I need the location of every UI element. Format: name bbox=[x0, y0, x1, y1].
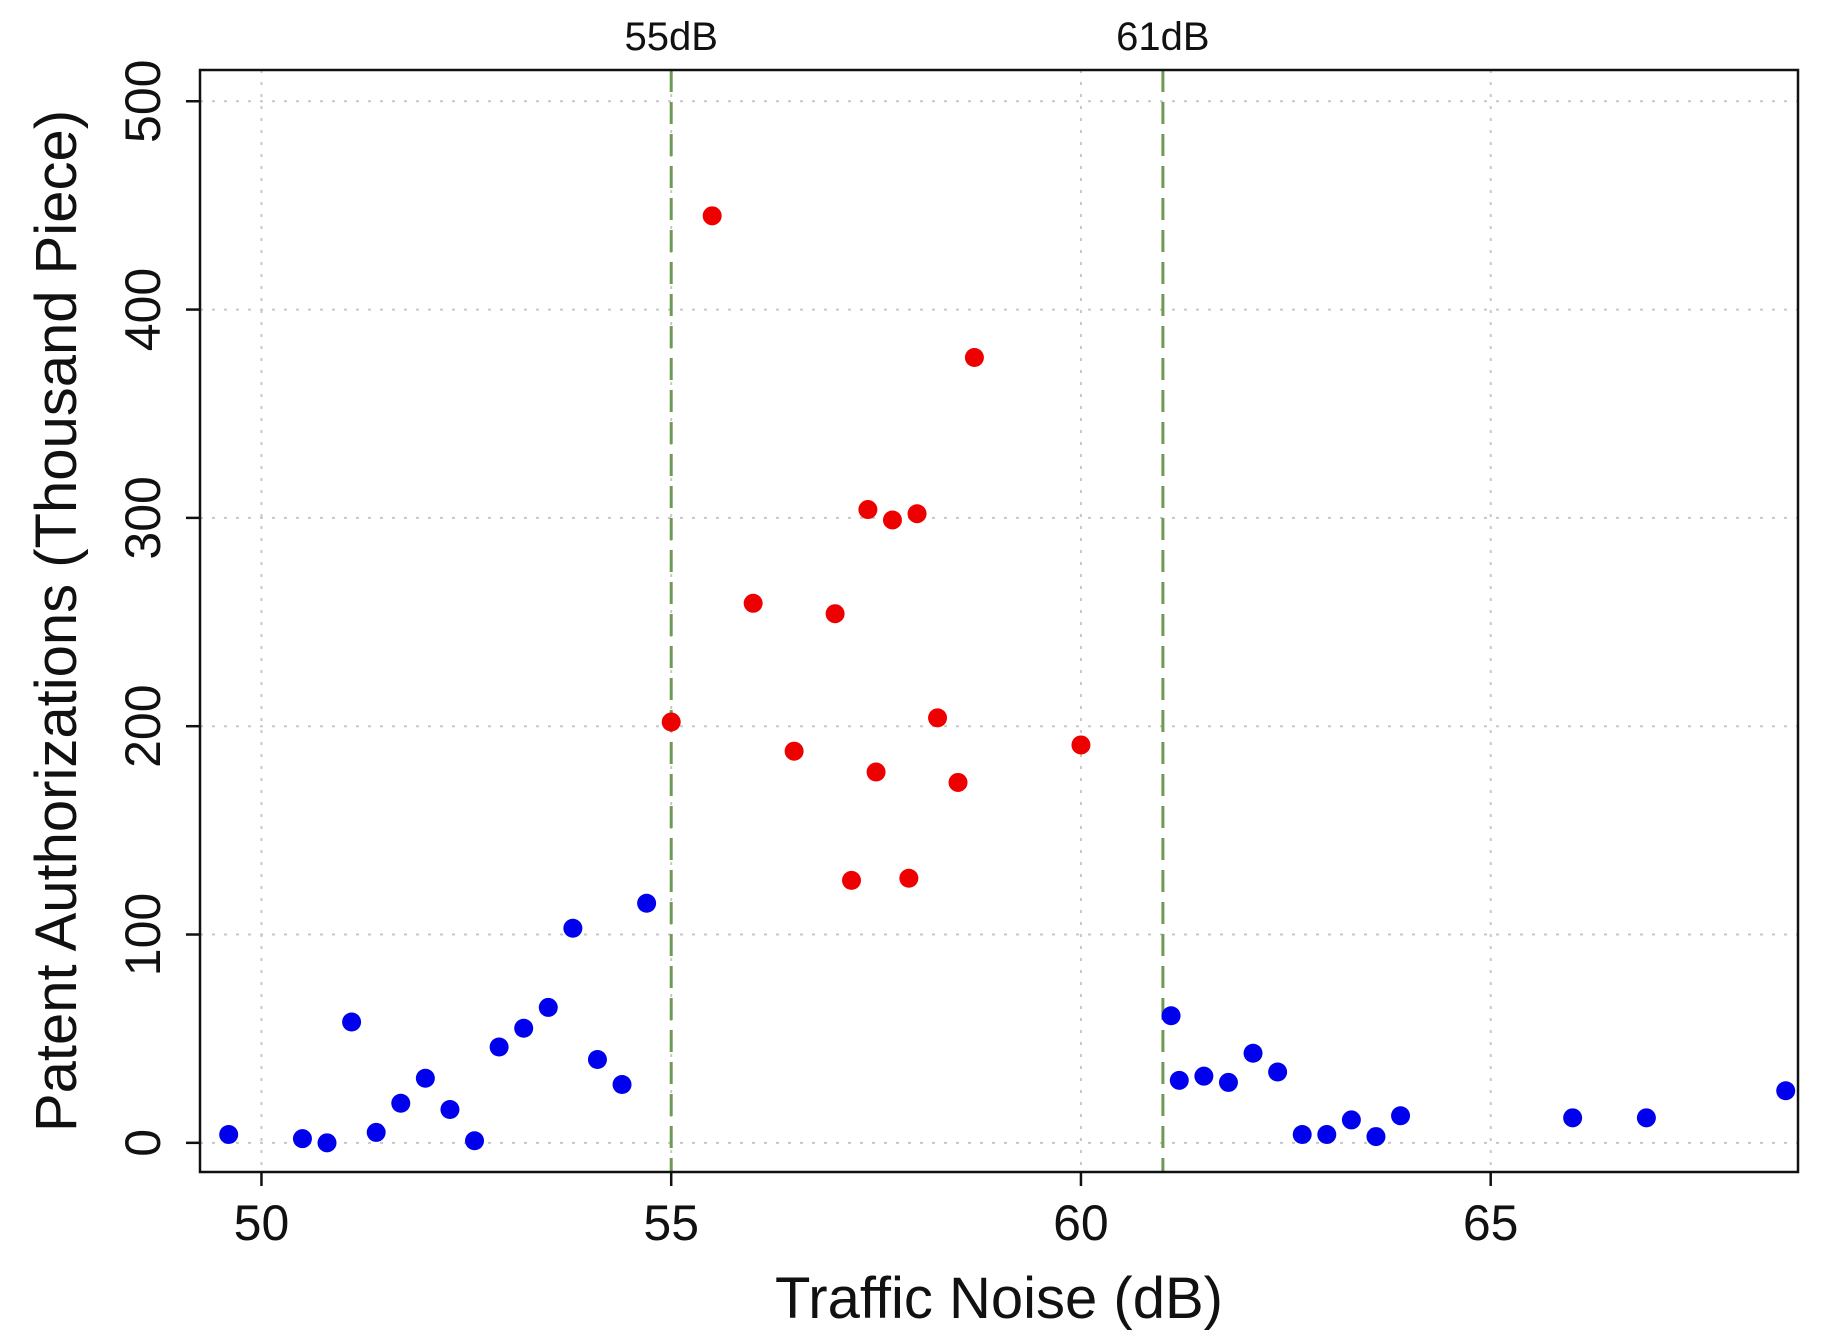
point-s0-11 bbox=[538, 997, 558, 1017]
axis-ticks: 50 55 60 65 0 100 200 300 400 500 bbox=[115, 60, 1519, 1251]
point-s2-2 bbox=[1194, 1066, 1214, 1086]
point-s1-12 bbox=[948, 772, 968, 792]
point-s1-9 bbox=[899, 868, 919, 888]
y-tick-label-100: 100 bbox=[115, 893, 171, 976]
y-tick-label-200: 200 bbox=[115, 684, 171, 767]
point-s2-9 bbox=[1366, 1127, 1386, 1147]
point-s1-8 bbox=[882, 510, 902, 530]
point-s2-7 bbox=[1317, 1125, 1337, 1145]
point-s1-13 bbox=[964, 347, 984, 367]
plot-frame bbox=[198, 68, 1800, 1174]
x-tick-label-50: 50 bbox=[234, 1195, 290, 1251]
x-tick-label-65: 65 bbox=[1463, 1195, 1519, 1251]
point-s1-2 bbox=[743, 593, 763, 613]
point-s0-10 bbox=[514, 1018, 534, 1038]
point-s2-10 bbox=[1391, 1106, 1411, 1126]
point-s2-11 bbox=[1563, 1108, 1583, 1128]
point-s0-9 bbox=[489, 1037, 509, 1057]
point-s2-0 bbox=[1161, 1006, 1181, 1026]
point-s2-3 bbox=[1218, 1072, 1238, 1092]
reference-label-55dB: 55dB bbox=[624, 15, 717, 59]
y-tick-label-500: 500 bbox=[115, 60, 171, 143]
point-s0-3 bbox=[342, 1012, 362, 1032]
point-s2-4 bbox=[1243, 1043, 1263, 1063]
point-s0-7 bbox=[440, 1100, 460, 1120]
point-s1-3 bbox=[784, 741, 804, 761]
point-s0-0 bbox=[219, 1125, 239, 1145]
point-s1-11 bbox=[928, 708, 948, 728]
x-axis-title: Traffic Noise (dB) bbox=[775, 1266, 1223, 1331]
point-s2-1 bbox=[1169, 1070, 1189, 1090]
point-s2-8 bbox=[1341, 1110, 1361, 1130]
point-s2-13 bbox=[1776, 1081, 1796, 1101]
y-tick-label-400: 400 bbox=[115, 268, 171, 351]
reference-lines: 55dB 61dB bbox=[624, 15, 1210, 1172]
point-s2-6 bbox=[1292, 1125, 1312, 1145]
y-tick-label-0: 0 bbox=[115, 1129, 171, 1157]
point-s0-12 bbox=[563, 918, 583, 938]
point-s0-4 bbox=[366, 1122, 386, 1142]
point-s1-6 bbox=[858, 500, 878, 520]
point-s1-0 bbox=[661, 712, 681, 732]
point-s1-10 bbox=[907, 504, 927, 524]
x-tick-label-60: 60 bbox=[1053, 1195, 1109, 1251]
point-s1-14 bbox=[1071, 735, 1091, 755]
point-s0-6 bbox=[415, 1068, 435, 1088]
y-axis-title: Patent Authorizations (Thousand Piece) bbox=[24, 110, 89, 1132]
point-s0-13 bbox=[587, 1050, 607, 1070]
point-s0-1 bbox=[292, 1129, 312, 1149]
point-s0-2 bbox=[317, 1133, 337, 1153]
point-s1-4 bbox=[825, 604, 845, 624]
grid-layer bbox=[200, 70, 1798, 1172]
point-s0-14 bbox=[612, 1075, 632, 1095]
point-s1-1 bbox=[702, 206, 722, 226]
point-s2-12 bbox=[1636, 1108, 1656, 1128]
y-tick-label-300: 300 bbox=[115, 476, 171, 559]
point-s1-5 bbox=[841, 870, 861, 890]
point-s0-5 bbox=[391, 1093, 411, 1113]
x-tick-label-55: 55 bbox=[643, 1195, 699, 1251]
point-s0-15 bbox=[637, 893, 657, 913]
reference-label-61dB: 61dB bbox=[1116, 15, 1209, 59]
point-s1-7 bbox=[866, 762, 886, 782]
point-s0-8 bbox=[465, 1131, 485, 1151]
data-points bbox=[219, 206, 1796, 1153]
point-s2-5 bbox=[1268, 1062, 1288, 1082]
